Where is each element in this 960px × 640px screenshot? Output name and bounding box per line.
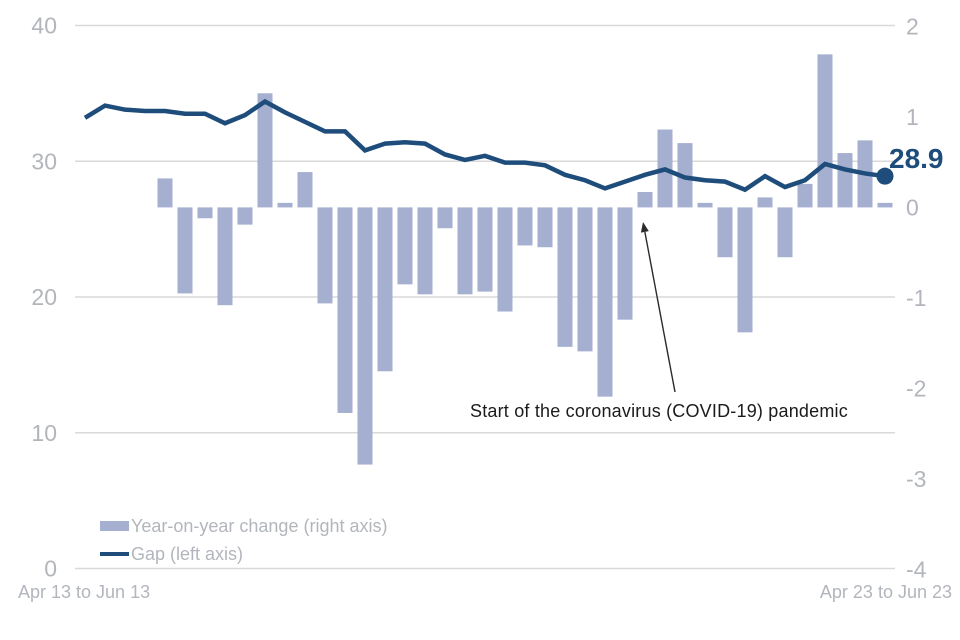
yoy-change-bar [217,207,233,306]
right-axis-tick-label: 1 [906,104,919,130]
yoy-change-bar [557,207,573,347]
yoy-change-bar [257,93,273,208]
yoy-change-bar [737,207,753,333]
yoy-change-bar [397,207,413,285]
right-axis-tick-label: -2 [906,376,926,402]
left-axis-tick-label: 20 [31,284,57,310]
bar-swatch-icon [100,521,129,531]
yoy-change-bar [697,202,713,208]
right-axis-tick-label: -3 [906,466,926,492]
x-axis-label-start: Apr 13 to Jun 13 [18,582,151,602]
yoy-change-bar [877,202,893,208]
yoy-change-bar [817,54,833,208]
right-axis-tick-label: 0 [906,194,919,220]
yoy-change-bar [537,207,553,248]
yoy-change-bar [777,207,793,258]
yoy-change-bar [577,207,593,352]
annotation-arrow-line [644,231,676,393]
yoy-change-bar [637,192,653,208]
yoy-change-bar [157,178,173,208]
yoy-change-bar [437,207,453,229]
x-axis-label-end: Apr 23 to Jun 23 [819,582,952,602]
yoy-change-bar [277,202,293,208]
left-axis-tick-label: 0 [44,556,57,582]
yoy-change-bar [377,207,393,372]
yoy-change-bar [757,197,773,208]
yoy-change-bar [317,207,333,304]
yoy-change-bar [477,207,493,292]
yoy-change-bar [837,153,853,208]
yoy-change-bar [497,207,513,312]
left-axis-tick-label: 30 [31,148,57,174]
yoy-change-bar [197,207,213,219]
annotation-text: Start of the coronavirus (COVID-19) pand… [470,401,848,421]
legend-label-yoy-change: Year-on-year change (right axis) [131,515,388,536]
line-swatch-icon [100,551,129,557]
legend-item-gap: Gap (left axis) [100,540,387,568]
right-axis-tick-label: -4 [906,557,927,583]
gap-line-end-dot [876,167,894,185]
legend: Year-on-year change (right axis) Gap (le… [100,512,387,568]
right-axis-tick-label: 2 [906,13,919,39]
yoy-change-bar [297,172,313,208]
yoy-change-bar [797,183,813,208]
legend-item-yoy-change: Year-on-year change (right axis) [100,512,387,540]
yoy-change-bar [357,207,373,465]
yoy-change-bar [517,207,533,246]
end-value-label: 28.9 [889,143,944,174]
yoy-change-bar [617,207,633,320]
right-axis-tick-label: -1 [906,285,926,311]
yoy-change-bar [177,207,193,294]
left-axis-tick-label: 40 [31,13,57,39]
yoy-change-bar [337,207,353,413]
yoy-change-bar [597,207,613,397]
yoy-change-bar [717,207,733,258]
yoy-change-bar [457,207,473,295]
gap-line [83,98,886,193]
left-axis-tick-label: 10 [31,420,57,446]
yoy-change-bar [237,207,253,225]
yoy-change-bar [417,207,433,295]
annotation-arrowhead-icon [640,222,649,233]
legend-label-gap: Gap (left axis) [131,543,244,564]
